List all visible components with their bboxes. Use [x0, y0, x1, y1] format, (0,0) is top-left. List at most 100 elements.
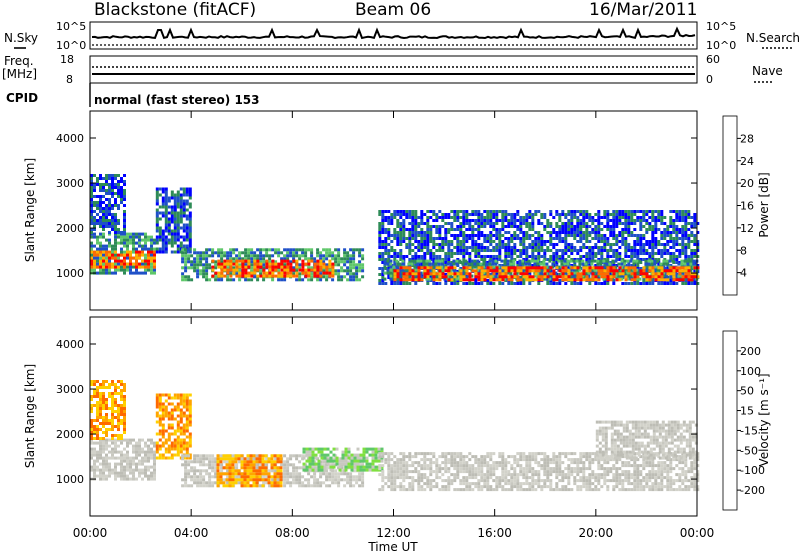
range-cell	[274, 265, 278, 269]
range-cell	[513, 272, 517, 276]
range-cell	[459, 225, 463, 228]
beam-title: Beam 06	[355, 0, 431, 20]
range-cell	[235, 475, 239, 479]
range-cell	[687, 278, 691, 282]
range-cell	[123, 468, 126, 472]
range-cell	[507, 240, 511, 243]
range-cell	[537, 222, 541, 225]
range-cell	[576, 210, 580, 213]
range-cell	[477, 222, 481, 225]
range-cell	[624, 225, 628, 228]
range-cell	[435, 272, 439, 276]
range-cell	[214, 475, 218, 479]
range-cell	[343, 263, 347, 267]
range-cell	[681, 231, 685, 234]
range-cell	[117, 444, 120, 448]
range-cell	[93, 250, 96, 254]
range-cell	[627, 210, 631, 213]
range-cell	[684, 258, 688, 261]
range-cell	[657, 282, 661, 285]
range-cell	[396, 269, 400, 273]
range-cell	[108, 265, 111, 269]
range-cell	[158, 420, 162, 424]
range-cell	[420, 228, 424, 231]
range-cell	[117, 222, 120, 225]
range-cell	[606, 240, 610, 243]
range-cell	[597, 237, 601, 240]
range-cell	[208, 278, 212, 282]
range-cell	[247, 254, 251, 258]
range-cell	[93, 389, 96, 392]
range-cell	[155, 420, 159, 424]
range-cell	[120, 477, 123, 481]
range-cell	[268, 254, 272, 258]
range-cell	[444, 240, 448, 243]
range-cell	[531, 264, 535, 267]
range-cell	[422, 262, 426, 266]
range-cell	[468, 252, 472, 255]
range-cell	[464, 259, 468, 263]
range-cell	[513, 258, 517, 261]
range-cell	[522, 275, 526, 279]
range-cell	[193, 460, 197, 464]
range-cell	[528, 216, 532, 219]
range-cell	[155, 411, 159, 415]
range-cell	[669, 246, 673, 249]
range-cell	[184, 269, 188, 273]
range-cell	[390, 216, 394, 219]
range-cell	[176, 214, 180, 218]
range-cell	[471, 249, 475, 252]
range-cell	[564, 252, 568, 255]
range-cell	[384, 282, 388, 285]
range-cell	[573, 216, 577, 219]
range-cell	[459, 240, 463, 243]
range-cell	[588, 264, 592, 267]
range-cell	[334, 248, 338, 252]
range-cell	[96, 450, 99, 454]
range-cell	[384, 210, 388, 213]
range-cell	[182, 405, 186, 409]
range-cell	[534, 255, 538, 258]
range-cell	[179, 444, 183, 448]
range-cell	[690, 258, 694, 261]
range-cell	[96, 219, 99, 222]
range-cell	[528, 237, 532, 240]
range-cell	[161, 405, 165, 409]
range-cell	[624, 210, 628, 213]
range-cell	[594, 255, 598, 258]
range-cell	[678, 219, 682, 222]
range-cell	[253, 251, 257, 255]
range-cell	[615, 225, 619, 228]
range-cell	[633, 255, 637, 258]
range-cell	[208, 478, 212, 482]
range-cell	[561, 228, 565, 231]
range-cell	[179, 199, 183, 203]
range-cell	[537, 269, 541, 273]
range-cell	[639, 225, 643, 228]
range-cell	[105, 474, 108, 478]
range-cell	[99, 207, 102, 210]
range-cell	[170, 414, 174, 418]
range-cell	[681, 240, 685, 243]
range-cell	[96, 410, 99, 413]
range-cell	[684, 222, 688, 225]
range-cell	[453, 228, 457, 231]
range-cell	[465, 210, 469, 213]
range-cell	[653, 268, 657, 272]
range-cell	[167, 393, 171, 397]
range-cell	[471, 213, 475, 216]
range-cell	[316, 271, 320, 275]
range-cell	[105, 238, 108, 242]
range-cell	[635, 268, 639, 272]
range-cell	[182, 223, 186, 227]
range-cell	[170, 447, 174, 451]
range-cell	[537, 258, 541, 261]
range-cell	[543, 266, 547, 270]
range-cell	[570, 258, 574, 261]
range-cell	[411, 255, 415, 258]
range-cell	[265, 248, 269, 252]
range-cell	[238, 257, 242, 261]
range-cell	[208, 484, 212, 488]
range-cell	[268, 271, 272, 275]
range-cell	[540, 234, 544, 237]
